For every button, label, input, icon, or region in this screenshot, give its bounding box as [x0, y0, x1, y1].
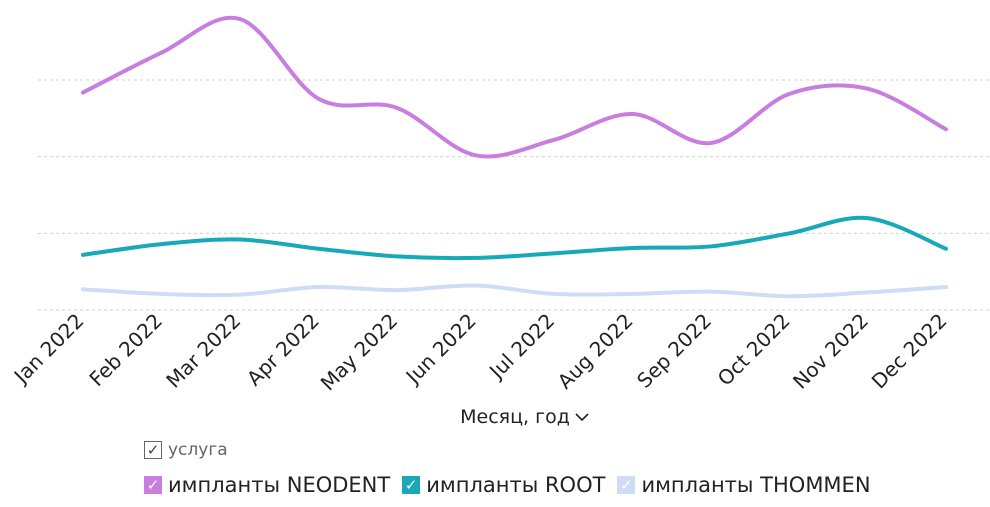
- series-lines: [81, 15, 948, 299]
- legend-label: импланты ROOT: [426, 473, 606, 497]
- legend-label: импланты THOMMEN: [641, 473, 871, 497]
- series-line[interactable]: [81, 15, 948, 159]
- checkbox-icon[interactable]: ✓: [617, 476, 636, 494]
- x-tick-label: Jun 2022: [400, 309, 481, 390]
- x-tick-label: Sep 2022: [632, 309, 716, 393]
- series-line[interactable]: [81, 215, 948, 261]
- x-tick-label: Apr 2022: [242, 309, 324, 391]
- x-tick-label: Mar 2022: [161, 309, 245, 393]
- checkbox-icon[interactable]: ✓: [402, 476, 421, 494]
- x-tick-label: Nov 2022: [788, 309, 873, 394]
- x-tick-label: Dec 2022: [867, 309, 952, 394]
- legend-item[interactable]: ✓ импланты NEODENT: [144, 473, 390, 497]
- legend-item[interactable]: ✓ импланты THOMMEN: [617, 473, 871, 497]
- legend-title-row[interactable]: ✓ услуга: [144, 440, 228, 460]
- x-tick-label: May 2022: [316, 309, 403, 396]
- checkbox-icon[interactable]: ✓: [144, 476, 162, 494]
- x-tick-label: Jan 2022: [8, 309, 89, 390]
- x-tick-label: Jul 2022: [483, 309, 559, 385]
- series-line[interactable]: [81, 283, 948, 299]
- x-tick-label: Oct 2022: [713, 309, 795, 391]
- x-tick-label: Feb 2022: [84, 309, 166, 391]
- x-axis-title: Месяц, год: [460, 406, 570, 428]
- gridlines: [38, 79, 990, 311]
- x-axis-title-container[interactable]: Месяц, год: [0, 406, 990, 428]
- checkbox-icon[interactable]: ✓: [144, 441, 162, 459]
- legend: ✓ импланты NEODENT ✓ импланты ROOT ✓ импланты…: [144, 473, 883, 497]
- legend-title: услуга: [168, 440, 228, 460]
- legend-item[interactable]: ✓ импланты ROOT: [402, 473, 605, 497]
- chevron-down-icon[interactable]: [574, 406, 590, 428]
- legend-label: импланты NEODENT: [168, 473, 391, 497]
- x-tick-label: Aug 2022: [553, 309, 638, 394]
